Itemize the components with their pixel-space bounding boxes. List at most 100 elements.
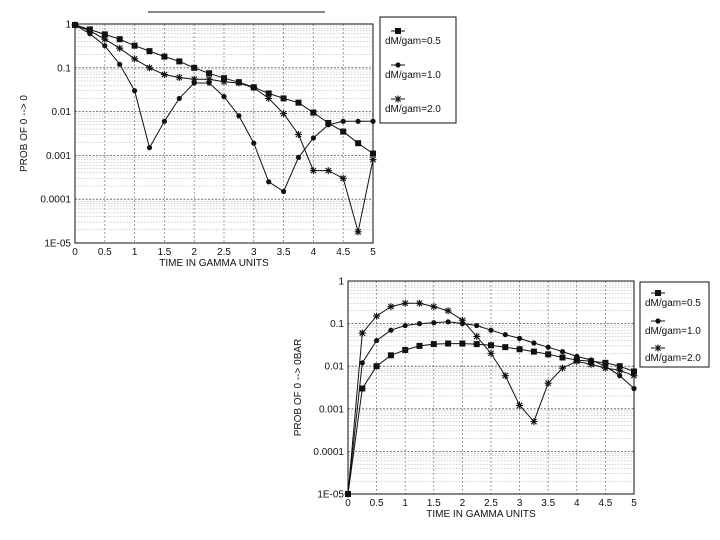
data-point bbox=[473, 341, 480, 348]
data-point bbox=[573, 357, 581, 365]
data-point bbox=[309, 167, 317, 175]
x-tick-label: 5 bbox=[370, 247, 376, 258]
data-point bbox=[250, 84, 258, 92]
x-tick-label: 0.5 bbox=[370, 498, 384, 509]
data-point bbox=[146, 145, 153, 151]
data-point bbox=[545, 344, 551, 350]
data-point bbox=[601, 364, 609, 372]
x-tick-label: 4.5 bbox=[598, 498, 612, 509]
data-point bbox=[517, 335, 523, 341]
data-point bbox=[559, 354, 566, 361]
data-point bbox=[235, 79, 243, 87]
x-tick-label: 4.5 bbox=[336, 247, 350, 258]
data-point bbox=[588, 357, 594, 363]
data-point bbox=[631, 385, 637, 392]
y-axis-title: PROB OF 0 --> 0BAR bbox=[293, 339, 304, 437]
data-point bbox=[373, 363, 380, 370]
data-point bbox=[488, 342, 494, 349]
y-tick-label: 0.1 bbox=[330, 319, 344, 330]
data-point bbox=[502, 344, 509, 351]
data-point bbox=[530, 418, 538, 426]
x-tick-label: 4 bbox=[574, 498, 580, 509]
legend-label: dM/gam=1.0 bbox=[645, 326, 701, 337]
x-axis-title: TIME IN GAMMA UNITS bbox=[159, 258, 269, 269]
data-point bbox=[339, 174, 347, 182]
data-point bbox=[473, 332, 481, 340]
y-tick-label: 0.0001 bbox=[40, 195, 71, 206]
x-tick-label: 3.5 bbox=[277, 247, 291, 258]
data-point bbox=[354, 228, 362, 236]
legend-marker bbox=[394, 95, 402, 103]
y-tick-label: 0.01 bbox=[325, 362, 345, 373]
data-point bbox=[146, 48, 153, 55]
data-point bbox=[206, 80, 212, 86]
y-axis-title: PROB OF 0 --> 0 bbox=[19, 95, 30, 172]
data-point bbox=[265, 94, 273, 102]
data-point bbox=[401, 299, 409, 307]
x-tick-label: 1 bbox=[132, 247, 138, 258]
data-point bbox=[444, 307, 452, 315]
data-point bbox=[102, 43, 108, 49]
data-point bbox=[445, 319, 451, 325]
data-point bbox=[370, 118, 376, 124]
data-point bbox=[280, 95, 287, 102]
data-point bbox=[101, 31, 108, 38]
data-point bbox=[387, 352, 394, 359]
data-point bbox=[587, 360, 595, 368]
data-point bbox=[374, 337, 380, 344]
data-point bbox=[502, 332, 508, 338]
data-point bbox=[355, 118, 361, 124]
data-point bbox=[146, 64, 153, 72]
x-tick-label: 3 bbox=[251, 247, 257, 258]
data-point bbox=[431, 320, 437, 326]
legend: dM/gam=0.5 dM/gam=1.0 dM/gam=2.0 bbox=[639, 281, 710, 368]
legend-box bbox=[379, 16, 457, 124]
legend-marker bbox=[655, 290, 661, 296]
data-point bbox=[325, 122, 331, 128]
data-point bbox=[387, 303, 395, 311]
data-point bbox=[359, 385, 366, 392]
data-point bbox=[355, 140, 362, 147]
data-point bbox=[516, 401, 524, 409]
data-point bbox=[402, 322, 408, 329]
data-point bbox=[280, 110, 288, 118]
data-point bbox=[161, 53, 168, 60]
data-point bbox=[205, 75, 213, 83]
y-tick-label: 1E-05 bbox=[44, 239, 71, 250]
x-tick-label: 0 bbox=[72, 247, 78, 258]
data-point bbox=[132, 88, 138, 94]
data-point bbox=[516, 346, 523, 353]
data-point bbox=[602, 359, 609, 366]
data-point bbox=[416, 321, 423, 327]
data-point bbox=[369, 156, 377, 164]
data-point bbox=[295, 154, 302, 161]
x-tick-label: 3.5 bbox=[541, 498, 555, 509]
data-point bbox=[559, 364, 566, 372]
data-point bbox=[416, 299, 423, 307]
chart-1: 0 0.5 1 1.5 2 2.5 3 3.5 4 4.5 5 1E-05 0.0001 0.001 0.0… bbox=[19, 16, 457, 269]
y-tick-label: 1 bbox=[338, 277, 344, 288]
data-point bbox=[559, 349, 566, 355]
legend-label: dM/gam=2.0 bbox=[385, 104, 441, 115]
y-tick-label: 1E-05 bbox=[317, 490, 344, 501]
data-point bbox=[445, 340, 452, 347]
data-point bbox=[616, 363, 623, 370]
data-point bbox=[161, 118, 167, 124]
data-point bbox=[160, 71, 168, 79]
data-point bbox=[281, 188, 287, 195]
data-point bbox=[359, 360, 365, 366]
x-tick-label: 2 bbox=[191, 247, 197, 258]
data-point bbox=[190, 75, 198, 83]
data-point bbox=[71, 21, 79, 29]
legend-marker bbox=[654, 344, 662, 352]
x-tick-label: 2.5 bbox=[217, 247, 231, 258]
x-axis-title: TIME IN GAMMA UNITS bbox=[426, 509, 536, 520]
data-point bbox=[220, 78, 228, 86]
data-point bbox=[251, 140, 257, 146]
x-tick-label: 1 bbox=[402, 498, 408, 509]
data-point bbox=[295, 131, 302, 139]
data-point bbox=[402, 347, 409, 354]
data-point bbox=[221, 94, 227, 100]
data-point bbox=[545, 351, 552, 358]
